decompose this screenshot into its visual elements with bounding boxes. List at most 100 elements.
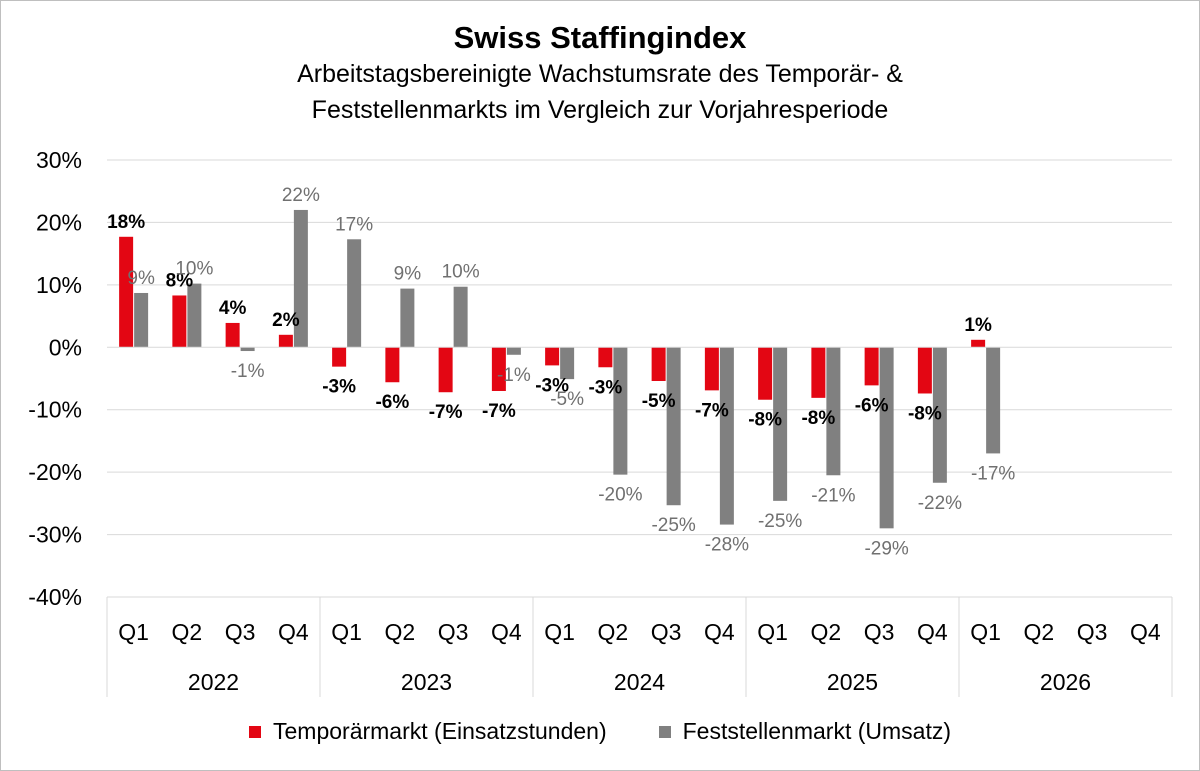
bar-feststellenmarkt: [719, 347, 734, 525]
x-category-label: Q3: [1077, 619, 1108, 645]
bar-temporaermarkt: [172, 295, 187, 348]
y-tick-label: -40%: [28, 584, 82, 610]
bar-feststellenmarkt: [347, 239, 362, 348]
data-label-feststellenmarkt: -1%: [231, 361, 265, 382]
x-category-label: Q2: [172, 619, 203, 645]
y-tick-label: -30%: [28, 522, 82, 548]
bar-temporaermarkt: [225, 322, 240, 348]
y-tick-label: 10%: [36, 272, 82, 298]
bar-feststellenmarkt: [613, 347, 628, 475]
x-category-label: Q2: [1024, 619, 1055, 645]
data-label-feststellenmarkt: 10%: [175, 259, 213, 280]
bar-feststellenmarkt: [666, 347, 681, 506]
data-label-temporaermarkt: 8%: [166, 270, 194, 291]
x-year-label: 2024: [614, 669, 665, 695]
bar-feststellenmarkt: [986, 347, 1001, 454]
data-label-temporaermarkt: -7%: [482, 401, 516, 422]
legend-item-temporaermarkt: Temporärmarkt (Einsatzstunden): [249, 718, 607, 745]
x-category-label: Q3: [651, 619, 682, 645]
data-label-temporaermarkt: 1%: [964, 315, 992, 336]
data-label-temporaermarkt: -8%: [908, 403, 942, 424]
y-tick-label: 0%: [49, 334, 82, 360]
data-label-feststellenmarkt: -22%: [918, 493, 962, 514]
bar-temporaermarkt: [811, 347, 826, 398]
x-category-label: Q1: [970, 619, 1001, 645]
bar-temporaermarkt: [704, 347, 719, 391]
data-label-temporaermarkt: 2%: [272, 310, 300, 331]
bar-temporaermarkt: [598, 347, 613, 368]
data-label-temporaermarkt: -8%: [801, 408, 835, 429]
bar-feststellenmarkt: [293, 209, 308, 348]
y-tick-label: -10%: [28, 397, 82, 423]
x-category-label: Q2: [811, 619, 842, 645]
y-tick-label: 20%: [36, 209, 82, 235]
data-label-feststellenmarkt: -29%: [864, 538, 908, 559]
bar-feststellenmarkt: [134, 292, 149, 348]
x-year-label: 2023: [401, 669, 452, 695]
data-label-feststellenmarkt: -25%: [651, 515, 695, 536]
data-label-feststellenmarkt: 9%: [127, 268, 155, 289]
legend-swatch-temporaermarkt: [249, 725, 261, 738]
chart-title: Swiss Staffingindex: [453, 20, 747, 55]
data-label-feststellenmarkt: -1%: [497, 365, 531, 386]
bar-temporaermarkt: [917, 347, 932, 394]
legend-label-feststellenmarkt: Feststellenmarkt (Umsatz): [682, 718, 951, 744]
bar-feststellenmarkt: [400, 288, 415, 348]
bar-temporaermarkt: [332, 347, 347, 367]
data-label-feststellenmarkt: -28%: [705, 535, 749, 556]
data-label-temporaermarkt: 18%: [107, 212, 145, 233]
bar-temporaermarkt: [119, 236, 134, 348]
legend: Temporärmarkt (Einsatzstunden) Feststell…: [0, 718, 1200, 745]
bar-temporaermarkt: [385, 347, 400, 383]
bar-temporaermarkt: [971, 339, 986, 348]
chart-subtitle-line-2: Feststellenmarkts im Vergleich zur Vorja…: [311, 96, 889, 124]
x-category-label: Q4: [704, 619, 735, 645]
data-label-temporaermarkt: -3%: [535, 375, 569, 396]
x-category-label: Q4: [491, 619, 522, 645]
data-label-temporaermarkt: -8%: [748, 410, 782, 431]
data-label-temporaermarkt: -6%: [855, 395, 889, 416]
data-label-temporaermarkt: 4%: [219, 298, 247, 319]
data-label-temporaermarkt: -6%: [375, 392, 409, 413]
legend-label-temporaermarkt: Temporärmarkt (Einsatzstunden): [273, 718, 607, 744]
x-category-label: Q1: [544, 619, 575, 645]
bar-temporaermarkt: [758, 347, 773, 400]
bar-feststellenmarkt: [826, 347, 841, 476]
x-category-label: Q3: [225, 619, 256, 645]
x-category-label: Q4: [1130, 619, 1161, 645]
legend-swatch-feststellenmarkt: [658, 725, 671, 738]
bar-temporaermarkt: [545, 347, 560, 366]
x-category-label: Q1: [757, 619, 788, 645]
x-category-label: Q1: [118, 619, 149, 645]
bar-feststellenmarkt: [560, 347, 575, 380]
data-label-feststellenmarkt: -20%: [598, 485, 642, 506]
bar-feststellenmarkt: [879, 347, 894, 529]
bar-feststellenmarkt: [506, 347, 521, 355]
x-category-label: Q3: [438, 619, 469, 645]
data-label-temporaermarkt: -7%: [429, 402, 463, 423]
bar-temporaermarkt: [491, 347, 506, 391]
bar-temporaermarkt: [651, 347, 666, 381]
bar-temporaermarkt: [864, 347, 879, 386]
x-year-label: 2022: [188, 669, 239, 695]
data-label-temporaermarkt: -3%: [322, 377, 356, 398]
legend-item-feststellenmarkt: Feststellenmarkt (Umsatz): [658, 718, 951, 745]
x-category-label: Q2: [598, 619, 629, 645]
x-category-label: Q1: [331, 619, 362, 645]
data-label-feststellenmarkt: 22%: [282, 185, 320, 206]
data-label-feststellenmarkt: 10%: [442, 262, 480, 283]
bar-feststellenmarkt: [773, 347, 788, 501]
x-category-label: Q2: [385, 619, 416, 645]
bar-feststellenmarkt: [240, 347, 255, 352]
x-category-label: Q4: [278, 619, 309, 645]
data-label-feststellenmarkt: -5%: [550, 389, 584, 410]
data-label-feststellenmarkt: 9%: [394, 264, 422, 285]
data-label-feststellenmarkt: 17%: [335, 214, 373, 235]
x-year-label: 2025: [827, 669, 878, 695]
bar-temporaermarkt: [278, 334, 293, 348]
bar-feststellenmarkt: [932, 347, 947, 483]
bar-feststellenmarkt: [453, 286, 468, 348]
data-label-temporaermarkt: -7%: [695, 400, 729, 421]
chart-subtitle-line-1: Arbeitstagsbereinigte Wachstumsrate des …: [297, 60, 903, 88]
